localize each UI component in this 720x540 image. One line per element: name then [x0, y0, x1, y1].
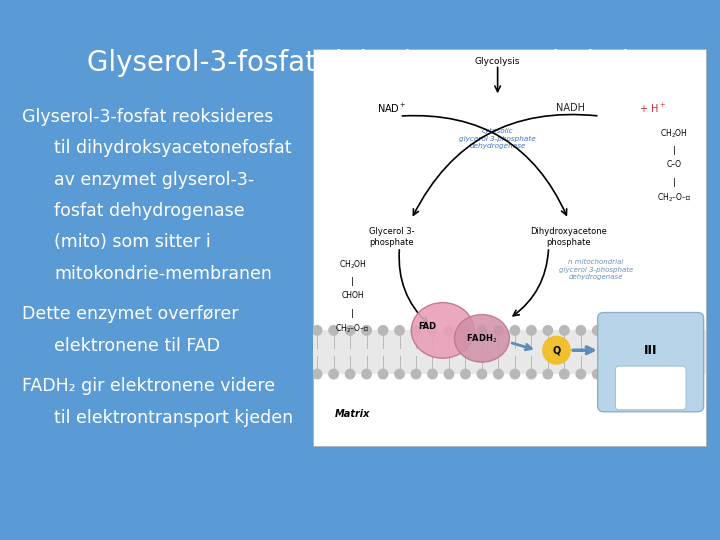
Circle shape [362, 369, 372, 379]
FancyBboxPatch shape [616, 366, 686, 410]
Text: CHOH: CHOH [341, 291, 364, 300]
Circle shape [494, 326, 503, 335]
Circle shape [609, 369, 618, 379]
Circle shape [593, 326, 602, 335]
Circle shape [675, 326, 685, 335]
Ellipse shape [411, 302, 474, 358]
Text: CH$_2$–O–Ⓟ: CH$_2$–O–Ⓟ [336, 322, 369, 335]
Circle shape [395, 369, 404, 379]
Circle shape [428, 326, 437, 335]
Text: CH$_2$OH: CH$_2$OH [660, 128, 688, 140]
Circle shape [346, 369, 355, 379]
Text: Glyserol-3-fosfat reoksideres: Glyserol-3-fosfat reoksideres [22, 108, 273, 126]
Circle shape [526, 369, 536, 379]
Circle shape [659, 326, 668, 335]
Circle shape [543, 336, 570, 364]
FancyBboxPatch shape [313, 330, 706, 374]
Circle shape [559, 369, 569, 379]
Text: C–O: C–O [667, 160, 682, 168]
Circle shape [609, 326, 618, 335]
Circle shape [543, 326, 552, 335]
Circle shape [411, 369, 420, 379]
FancyBboxPatch shape [598, 313, 703, 412]
Text: Q: Q [552, 345, 561, 355]
Text: Dihydroxyacetone
phosphate: Dihydroxyacetone phosphate [530, 227, 607, 247]
Text: Glycolysis: Glycolysis [475, 57, 521, 65]
Circle shape [312, 326, 322, 335]
Circle shape [378, 369, 388, 379]
Circle shape [444, 326, 454, 335]
Circle shape [510, 326, 520, 335]
Circle shape [526, 326, 536, 335]
Circle shape [642, 326, 652, 335]
Circle shape [362, 326, 372, 335]
Ellipse shape [454, 314, 510, 362]
Circle shape [642, 369, 652, 379]
Text: III: III [644, 344, 657, 357]
Text: til dihydroksyacetonefosfat: til dihydroksyacetonefosfat [54, 139, 292, 157]
Circle shape [691, 326, 701, 335]
Text: mitokondrie-membranen: mitokondrie-membranen [54, 265, 272, 282]
Circle shape [428, 369, 437, 379]
Text: Dette enzymet overfører: Dette enzymet overfører [22, 305, 238, 323]
Circle shape [444, 369, 454, 379]
Circle shape [691, 369, 701, 379]
Circle shape [659, 369, 668, 379]
Circle shape [461, 369, 470, 379]
Text: |: | [672, 146, 675, 155]
Text: av enzymet glyserol-3-: av enzymet glyserol-3- [54, 171, 254, 188]
Text: til elektrontransport kjeden: til elektrontransport kjeden [54, 409, 293, 427]
Circle shape [329, 369, 338, 379]
Text: NADH: NADH [557, 103, 585, 113]
Circle shape [378, 326, 388, 335]
Circle shape [675, 369, 685, 379]
Text: |: | [351, 308, 354, 318]
Circle shape [510, 369, 520, 379]
Text: + H$^+$: + H$^+$ [639, 102, 666, 114]
Circle shape [461, 326, 470, 335]
FancyBboxPatch shape [313, 49, 706, 446]
Text: Glyserol-3-fosfat dehydrogenase (mito): Glyserol-3-fosfat dehydrogenase (mito) [87, 49, 633, 77]
Circle shape [593, 369, 602, 379]
Text: FADH$_2$: FADH$_2$ [467, 332, 498, 345]
Circle shape [411, 326, 420, 335]
Text: cytosolic
glycerol 3-phosphate
dehydrogenase: cytosolic glycerol 3-phosphate dehydroge… [459, 128, 536, 149]
Circle shape [576, 326, 585, 335]
Circle shape [626, 369, 635, 379]
Circle shape [576, 369, 585, 379]
Circle shape [494, 369, 503, 379]
Text: |: | [351, 277, 354, 286]
Circle shape [346, 326, 355, 335]
Circle shape [312, 369, 322, 379]
Circle shape [395, 326, 404, 335]
Text: (mito) som sitter i: (mito) som sitter i [54, 233, 211, 251]
Text: Glycerol 3-
phosphate: Glycerol 3- phosphate [369, 227, 415, 247]
Circle shape [329, 326, 338, 335]
Circle shape [477, 369, 487, 379]
Text: elektronene til FAD: elektronene til FAD [54, 336, 220, 355]
Text: NAD$^+$: NAD$^+$ [377, 102, 407, 114]
Text: fosfat dehydrogenase: fosfat dehydrogenase [54, 202, 245, 220]
Text: FADH₂ gir elektronene videre: FADH₂ gir elektronene videre [22, 377, 275, 395]
Text: CH$_2$OH: CH$_2$OH [338, 259, 366, 272]
Circle shape [477, 326, 487, 335]
Text: CH$_2$–O–Ⓟ: CH$_2$–O–Ⓟ [657, 192, 691, 204]
Circle shape [543, 369, 552, 379]
Text: |: | [672, 178, 675, 187]
Text: Matrix: Matrix [335, 409, 370, 419]
Text: n mitochondrial
glycerol 3-phosphate
dehydrogenase: n mitochondrial glycerol 3-phosphate deh… [559, 259, 633, 280]
Circle shape [559, 326, 569, 335]
Text: FAD: FAD [418, 322, 436, 331]
Circle shape [626, 326, 635, 335]
